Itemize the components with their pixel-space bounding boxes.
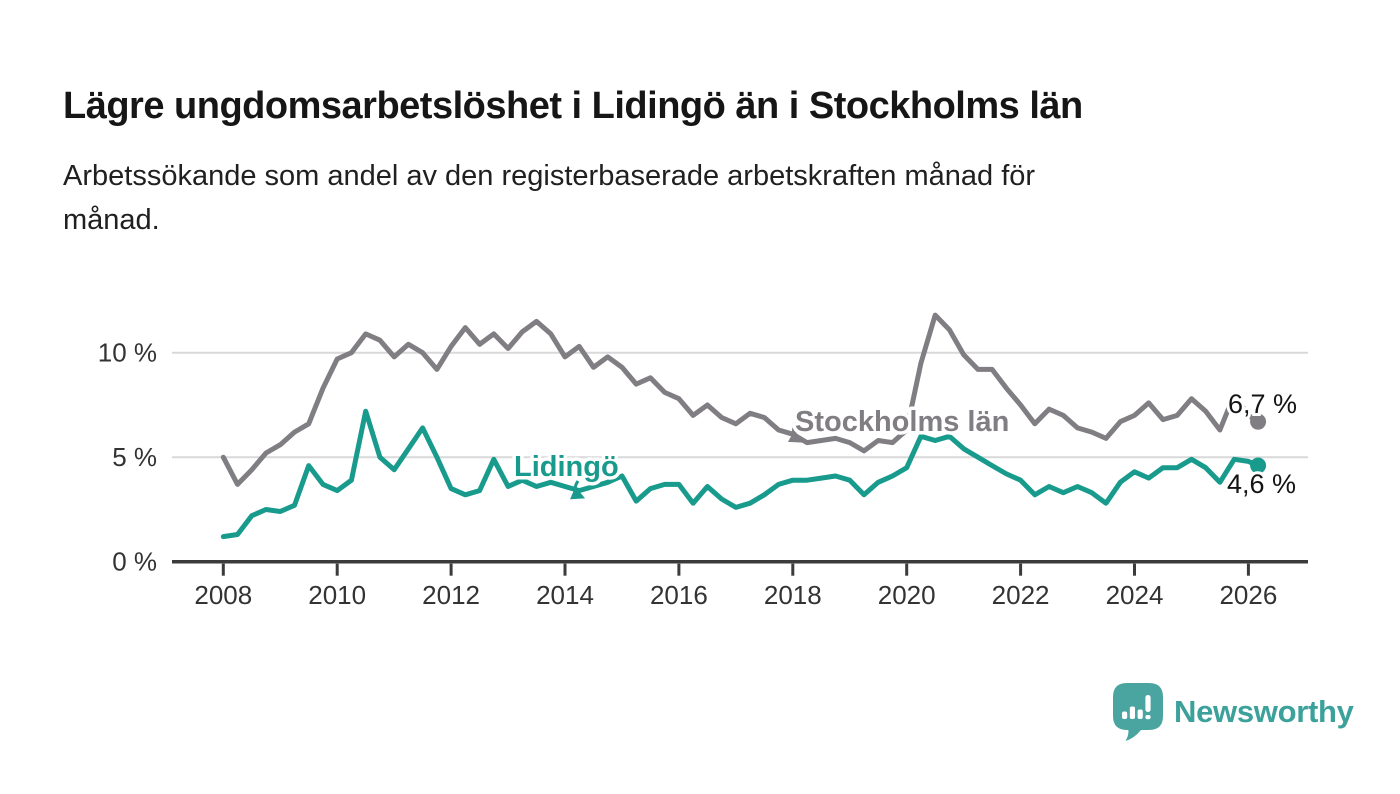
x-axis-tick-label: 2012 bbox=[422, 580, 480, 610]
x-axis-tick-label: 2022 bbox=[992, 580, 1050, 610]
series-line-stockholms-lan bbox=[220, 312, 1261, 487]
x-axis-tick-label: 2026 bbox=[1219, 580, 1277, 610]
y-axis-tick-label: 10 % bbox=[98, 338, 157, 368]
end-value-label: 6,7 % bbox=[1228, 389, 1297, 419]
x-axis-tick-label: 2008 bbox=[194, 580, 252, 610]
series-label-leader-arrow bbox=[787, 421, 803, 443]
series-label-leader-arrow bbox=[570, 480, 586, 500]
x-axis-tick-label: 2018 bbox=[764, 580, 822, 610]
newsworthy-branding: Newsworthy bbox=[1113, 683, 1354, 741]
x-axis-tick-label: 2014 bbox=[536, 580, 594, 610]
logo-bar-chart-glyph bbox=[1122, 695, 1151, 720]
series-end-dot bbox=[1250, 457, 1267, 474]
series-line-lidingo bbox=[220, 408, 1261, 540]
chart-subtitle: Arbetssökande som andel av den registerb… bbox=[63, 154, 1353, 242]
x-axis-tick-label: 2016 bbox=[650, 580, 708, 610]
x-axis-tick-label: 2010 bbox=[308, 580, 366, 610]
newsworthy-logo-icon bbox=[1113, 683, 1163, 741]
y-axis-tick-label: 5 % bbox=[112, 442, 157, 472]
end-value-label: 4,6 % bbox=[1227, 469, 1296, 499]
series-label-stockholms-lan: Stockholms län bbox=[795, 406, 1009, 438]
subtitle-line-1: Arbetssökande som andel av den registerb… bbox=[63, 160, 1036, 192]
y-axis-tick-label: 0 % bbox=[112, 547, 157, 577]
series-end-dot bbox=[1250, 413, 1267, 430]
x-axis-tick-label: 2020 bbox=[878, 580, 936, 610]
page-title: Lägre ungdomsarbetslöshet i Lidingö än i… bbox=[63, 85, 1083, 128]
x-axis-tick-label: 2024 bbox=[1106, 580, 1164, 610]
newsworthy-wordmark: Newsworthy bbox=[1174, 694, 1354, 729]
subtitle-line-2: månad. bbox=[63, 204, 160, 236]
series-label-lidingo: Lidingö bbox=[514, 451, 619, 483]
